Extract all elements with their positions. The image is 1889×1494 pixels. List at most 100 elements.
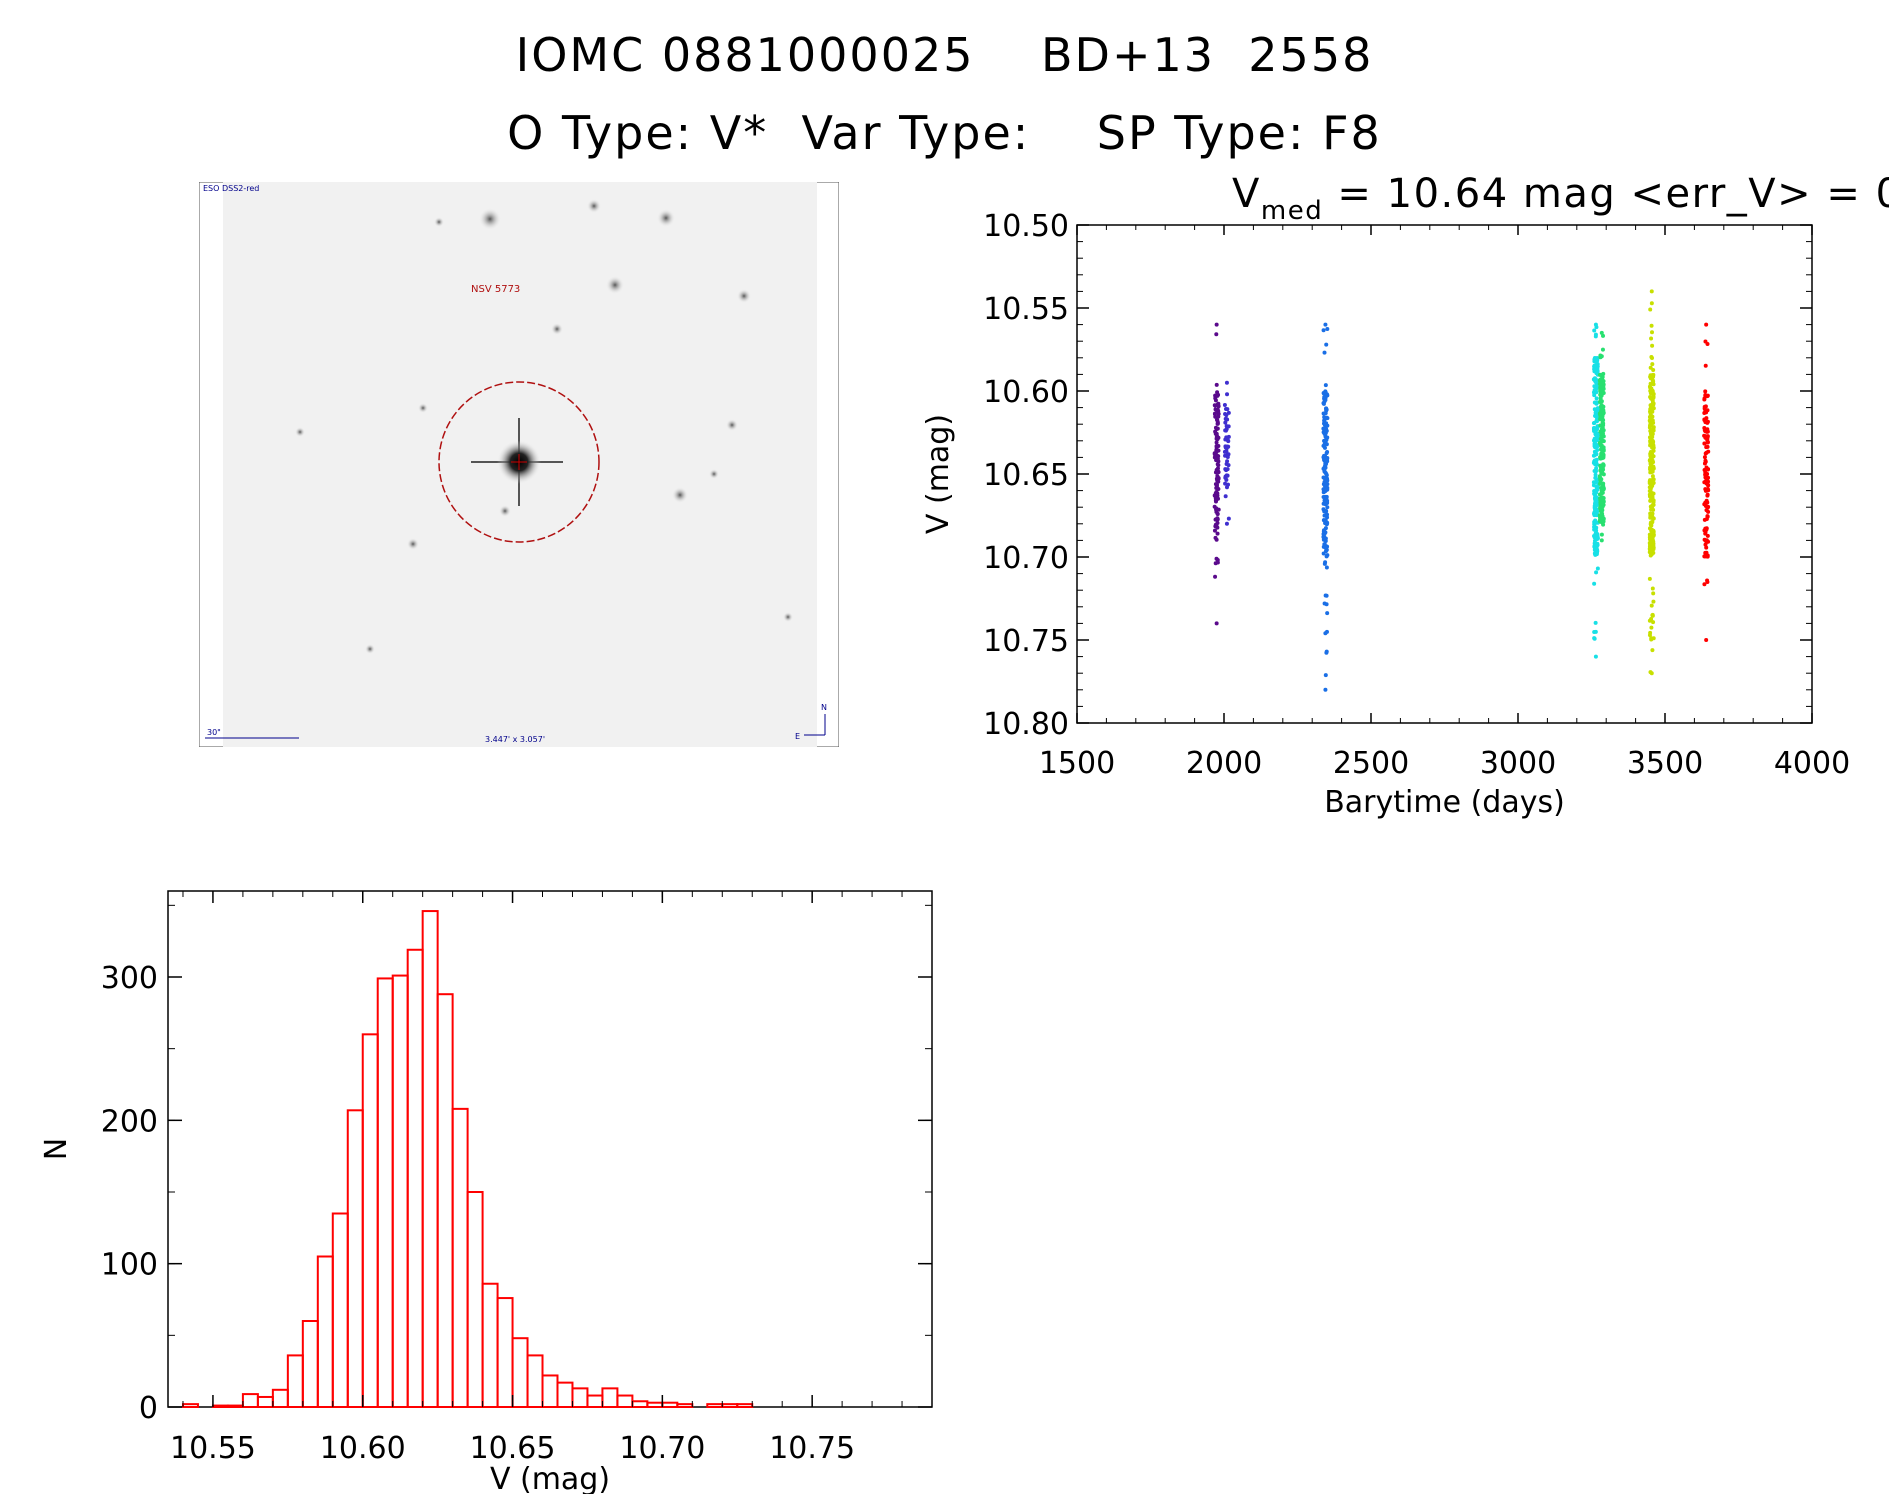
data-point <box>1702 425 1707 430</box>
y-tick-label: 10.55 <box>983 292 1069 327</box>
data-point <box>1705 342 1710 347</box>
data-point <box>1214 507 1219 512</box>
data-point <box>1215 558 1220 563</box>
data-point <box>1214 524 1219 529</box>
data-point <box>1598 515 1603 520</box>
data-point <box>1324 442 1329 447</box>
data-point <box>1324 593 1329 598</box>
field-star <box>783 612 793 622</box>
data-point <box>1601 410 1606 415</box>
y-tick-label: 200 <box>101 1104 158 1139</box>
data-point <box>1224 424 1229 429</box>
field-star <box>709 469 719 479</box>
data-point <box>1649 301 1654 306</box>
histogram-bar <box>526 1354 544 1409</box>
data-point <box>1597 518 1602 523</box>
data-point <box>1599 330 1604 335</box>
data-point <box>1704 445 1709 450</box>
data-point <box>1599 538 1604 543</box>
data-point <box>1649 671 1654 676</box>
data-point <box>1595 364 1600 369</box>
data-point <box>1595 566 1600 571</box>
data-point <box>1593 472 1598 477</box>
data-point <box>1651 491 1656 496</box>
field-star <box>434 217 444 227</box>
data-point <box>1594 457 1599 462</box>
data-point <box>1224 435 1229 440</box>
histogram-bar <box>466 1191 484 1408</box>
data-point <box>1594 485 1599 490</box>
data-point <box>1650 648 1655 653</box>
data-point <box>1592 428 1597 433</box>
histogram-bar <box>661 1401 679 1408</box>
data-point <box>1648 409 1653 414</box>
data-point <box>1323 673 1328 678</box>
data-point <box>1323 488 1328 493</box>
x-tick-label: 1500 <box>1039 746 1115 781</box>
data-point <box>1223 494 1228 499</box>
data-point <box>1650 435 1655 440</box>
data-point <box>1598 475 1603 480</box>
data-point <box>1601 463 1606 468</box>
data-point <box>1213 482 1218 487</box>
data-point <box>1594 509 1599 514</box>
data-point <box>1703 389 1708 394</box>
data-point <box>1325 456 1330 461</box>
data-point <box>1592 522 1597 527</box>
data-point <box>1594 378 1599 383</box>
data-point <box>1216 463 1221 468</box>
data-point <box>1702 441 1707 446</box>
data-point <box>1593 518 1598 523</box>
plot-frame <box>167 890 933 1408</box>
data-point <box>1215 426 1220 431</box>
data-point <box>1600 431 1605 436</box>
data-point <box>1324 602 1329 607</box>
data-point <box>1323 526 1328 531</box>
data-point <box>1592 355 1597 360</box>
x-axis-label: Barytime (days) <box>1324 785 1565 820</box>
data-point <box>1594 419 1599 424</box>
data-point <box>1322 418 1327 423</box>
data-point <box>1213 470 1218 475</box>
data-point <box>1600 490 1605 495</box>
data-point <box>1647 492 1652 497</box>
field-star <box>499 505 511 517</box>
data-point <box>1599 354 1604 359</box>
field-star <box>365 644 375 654</box>
histogram-bar <box>256 1395 274 1409</box>
data-point <box>1216 496 1221 501</box>
data-point <box>1325 435 1330 440</box>
chart-title: Vmed = 10.64 mag <err_V> = 0.02 mag <box>1232 171 1889 226</box>
data-point <box>1647 633 1652 638</box>
data-point <box>1225 407 1230 412</box>
data-point <box>1224 427 1229 432</box>
x-tick-label: 10.60 <box>320 1431 406 1466</box>
data-point <box>1593 322 1598 327</box>
data-point <box>1706 509 1711 514</box>
histogram-bar <box>706 1403 724 1408</box>
data-point <box>1600 495 1605 500</box>
data-point <box>1647 541 1652 546</box>
data-point <box>1650 586 1655 591</box>
data-point <box>1651 401 1656 406</box>
data-point <box>1226 516 1231 521</box>
histogram-bar <box>616 1394 634 1408</box>
data-point <box>1651 460 1656 465</box>
data-point <box>1323 560 1328 565</box>
target-circle <box>438 381 600 543</box>
data-point <box>1595 542 1600 547</box>
data-point <box>1650 438 1655 443</box>
data-point <box>1703 435 1708 440</box>
data-point <box>1705 471 1710 476</box>
data-point <box>1216 411 1221 416</box>
data-point <box>1706 483 1711 488</box>
data-point <box>1593 535 1598 540</box>
data-point <box>1648 454 1653 459</box>
data-point <box>1704 450 1709 455</box>
light-curve-plot: Vmed = 10.64 mag <err_V> = 0.02 mag 1500 2… <box>921 171 1889 820</box>
data-point <box>1651 448 1656 453</box>
data-point <box>1325 611 1330 616</box>
data-point <box>1651 599 1656 604</box>
data-point <box>1647 414 1652 419</box>
data-point <box>1324 565 1329 570</box>
